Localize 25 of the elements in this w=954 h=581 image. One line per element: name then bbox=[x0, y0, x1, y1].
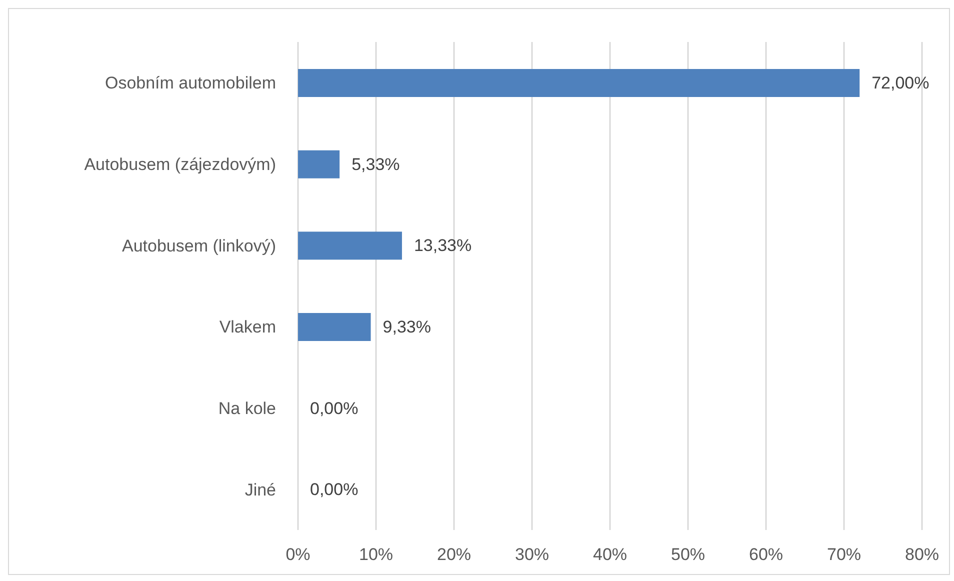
x-tick-label: 20% bbox=[436, 545, 472, 564]
y-tick-label: Autobusem (linkový) bbox=[122, 236, 276, 256]
x-tick-label: 80% bbox=[904, 545, 940, 564]
data-label: 0,00% bbox=[310, 480, 358, 500]
x-tick-label: 40% bbox=[592, 545, 628, 564]
bar bbox=[298, 313, 371, 341]
x-tick-label: 50% bbox=[670, 545, 706, 564]
bar bbox=[298, 69, 860, 97]
x-tick-label: 10% bbox=[358, 545, 394, 564]
data-label: 72,00% bbox=[872, 74, 930, 92]
x-tick-label: 70% bbox=[826, 545, 862, 564]
data-label: 13,33% bbox=[414, 236, 472, 256]
y-tick-label: Autobusem (zájezdovým) bbox=[84, 155, 276, 174]
y-tick-label: Osobním automobilem bbox=[104, 74, 276, 93]
x-tick-label: 60% bbox=[748, 545, 784, 564]
y-tick-label: Na kole bbox=[218, 399, 276, 418]
bar bbox=[298, 232, 402, 260]
data-label: 9,33% bbox=[382, 318, 431, 336]
x-tick-label: 30% bbox=[514, 545, 550, 564]
data-label: 0,00% bbox=[310, 398, 358, 418]
bar bbox=[298, 150, 340, 178]
x-tick-label: 0% bbox=[286, 545, 310, 564]
data-label: 5,33% bbox=[352, 154, 400, 174]
y-tick-label: Vlakem bbox=[219, 318, 276, 337]
y-tick-label: Jiné bbox=[244, 480, 276, 500]
